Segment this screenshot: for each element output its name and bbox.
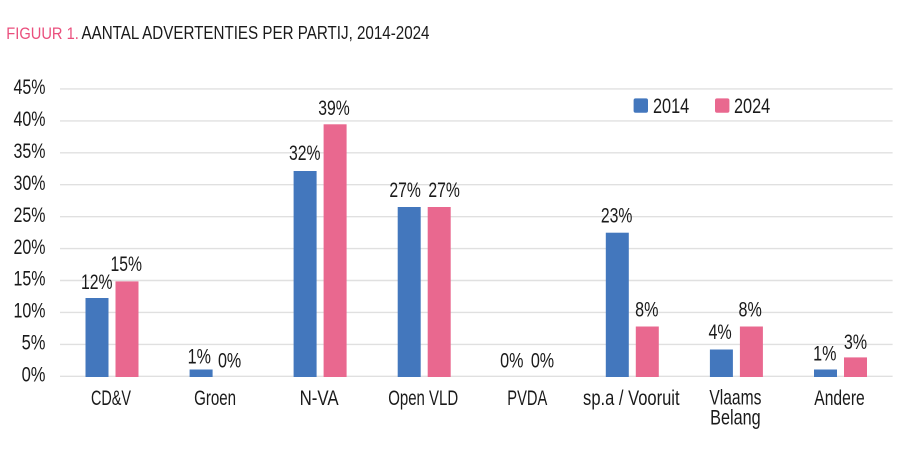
svg-text:40%: 40% xyxy=(14,108,46,131)
svg-text:1%: 1% xyxy=(813,342,836,365)
svg-text:Belang: Belang xyxy=(710,407,761,430)
svg-text:39%: 39% xyxy=(318,97,350,120)
svg-text:1%: 1% xyxy=(188,346,211,369)
svg-text:20%: 20% xyxy=(14,236,46,259)
svg-text:N-VA: N-VA xyxy=(300,387,339,410)
svg-text:sp.a / Vooruit: sp.a / Vooruit xyxy=(583,387,680,410)
svg-text:PVDA: PVDA xyxy=(507,387,547,410)
svg-text:2024: 2024 xyxy=(734,95,770,118)
svg-text:0%: 0% xyxy=(22,364,46,387)
svg-text:27%: 27% xyxy=(428,179,460,202)
svg-text:10%: 10% xyxy=(14,300,46,323)
svg-text:Open VLD: Open VLD xyxy=(388,387,458,410)
svg-text:15%: 15% xyxy=(14,268,46,291)
svg-text:4%: 4% xyxy=(708,321,731,344)
svg-text:35%: 35% xyxy=(14,140,46,163)
svg-text:Groen: Groen xyxy=(194,387,236,410)
svg-text:12%: 12% xyxy=(81,271,113,294)
svg-text:32%: 32% xyxy=(289,142,321,165)
svg-text:5%: 5% xyxy=(22,332,46,355)
svg-text:8%: 8% xyxy=(635,299,658,322)
svg-text:AANTAL ADVERTENTIES PER PARTIJ: AANTAL ADVERTENTIES PER PARTIJ, 2014-202… xyxy=(82,22,430,43)
svg-text:23%: 23% xyxy=(601,205,633,228)
svg-text:30%: 30% xyxy=(14,172,46,195)
svg-text:15%: 15% xyxy=(110,253,142,276)
svg-text:Andere: Andere xyxy=(814,387,865,410)
svg-text:8%: 8% xyxy=(739,299,762,322)
svg-text:25%: 25% xyxy=(14,204,46,227)
svg-text:CD&V: CD&V xyxy=(91,387,131,410)
svg-text:45%: 45% xyxy=(14,76,46,99)
svg-text:FIGUUR 1.: FIGUUR 1. xyxy=(6,25,79,43)
svg-text:0%: 0% xyxy=(218,349,241,372)
svg-text:0%: 0% xyxy=(531,349,554,372)
svg-text:2014: 2014 xyxy=(653,95,689,118)
svg-text:3%: 3% xyxy=(844,331,867,354)
svg-text:Vlaams: Vlaams xyxy=(709,387,761,410)
svg-text:27%: 27% xyxy=(389,179,421,202)
svg-text:0%: 0% xyxy=(500,349,523,372)
